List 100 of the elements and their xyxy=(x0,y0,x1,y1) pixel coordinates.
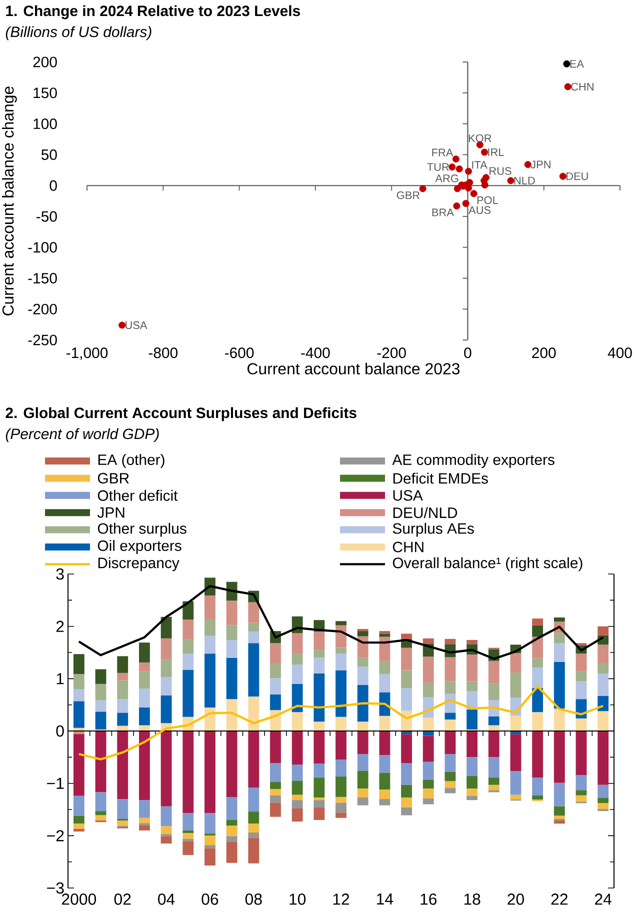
bar xyxy=(117,712,128,726)
bar xyxy=(204,619,216,636)
bar xyxy=(554,617,565,622)
bar xyxy=(292,764,303,781)
annotation: DEU xyxy=(566,172,588,180)
bar xyxy=(270,782,281,790)
bar xyxy=(292,780,303,795)
y-tick-label: −2 xyxy=(47,830,64,842)
bar xyxy=(488,660,500,684)
bar xyxy=(488,683,500,700)
bar xyxy=(336,796,346,803)
bar xyxy=(488,757,500,778)
bar xyxy=(598,808,609,812)
bar xyxy=(576,671,587,682)
bar xyxy=(248,838,260,864)
bar xyxy=(226,820,238,826)
bar xyxy=(598,731,609,785)
bar xyxy=(554,708,565,732)
bar xyxy=(138,688,150,708)
bar xyxy=(554,806,565,816)
annotation: ARG xyxy=(435,174,458,182)
y-tick-label: -200 xyxy=(28,304,57,314)
bar xyxy=(357,658,368,667)
bar xyxy=(401,634,412,639)
bar xyxy=(73,828,84,832)
bar xyxy=(95,700,106,712)
bar xyxy=(422,736,434,762)
bar xyxy=(248,788,260,812)
bar xyxy=(314,763,325,778)
legend-label: DEU/NLD xyxy=(393,507,458,518)
point xyxy=(452,155,460,162)
bar xyxy=(182,731,194,814)
bar xyxy=(95,684,106,700)
x-tick-label: 400 xyxy=(608,348,632,358)
bar xyxy=(422,682,434,697)
bar xyxy=(182,841,194,856)
bar xyxy=(138,662,150,672)
bar xyxy=(138,825,150,830)
bar xyxy=(95,712,106,730)
point xyxy=(454,185,461,192)
y-tick-label: -150 xyxy=(28,272,57,284)
bar xyxy=(336,731,346,760)
bar xyxy=(117,731,128,800)
bar xyxy=(401,784,412,798)
y-tick-label: 2 xyxy=(56,620,64,632)
bar xyxy=(336,654,346,670)
bar xyxy=(357,666,368,685)
bar xyxy=(73,689,84,702)
bar xyxy=(160,695,172,724)
bar xyxy=(401,688,412,711)
x-axis-title: Current account balance 2023 xyxy=(248,362,460,374)
bar xyxy=(379,674,390,692)
bar xyxy=(182,833,194,839)
bar xyxy=(422,638,434,644)
bar xyxy=(160,659,172,678)
x-tick-label: -400 xyxy=(301,348,330,358)
x-tick-label: 06 xyxy=(202,894,218,905)
chart-subtitle: (Percent of world GDP) xyxy=(6,428,159,442)
bar xyxy=(422,798,434,804)
bar xyxy=(160,616,172,638)
point xyxy=(559,172,566,180)
bar xyxy=(466,681,478,692)
bar xyxy=(226,796,238,820)
bar xyxy=(226,600,238,626)
bar xyxy=(401,734,412,763)
bar xyxy=(379,731,390,756)
bar xyxy=(95,731,106,792)
bar xyxy=(248,832,260,838)
bar xyxy=(466,796,478,800)
bar xyxy=(379,790,390,800)
x-tick-label: 08 xyxy=(245,894,262,905)
bar xyxy=(576,774,587,790)
bar xyxy=(182,813,194,830)
bar xyxy=(336,716,346,732)
bar xyxy=(336,776,346,797)
y-tick-label: −1 xyxy=(47,778,64,789)
bar xyxy=(160,806,172,826)
bar xyxy=(379,631,390,634)
bar xyxy=(182,670,194,717)
bar xyxy=(117,680,128,700)
bar xyxy=(270,694,281,710)
bar xyxy=(270,802,281,817)
chart-subtitle: (Billions of US dollars) xyxy=(6,26,152,40)
bar xyxy=(95,815,106,821)
bar xyxy=(182,838,194,842)
bar xyxy=(204,636,216,654)
x-tick-label: 2000 xyxy=(62,894,96,905)
point xyxy=(453,202,460,210)
bar xyxy=(73,654,84,674)
bar xyxy=(336,648,346,654)
bar xyxy=(444,731,456,754)
bar xyxy=(532,625,544,637)
bar xyxy=(357,628,368,632)
bar xyxy=(598,644,609,664)
bar xyxy=(138,642,150,662)
y-tick-label: −3 xyxy=(47,882,64,894)
bar xyxy=(336,621,346,626)
legend-label: JPN xyxy=(97,507,124,518)
bar xyxy=(226,836,238,842)
x-tick-label: 02 xyxy=(114,894,131,905)
